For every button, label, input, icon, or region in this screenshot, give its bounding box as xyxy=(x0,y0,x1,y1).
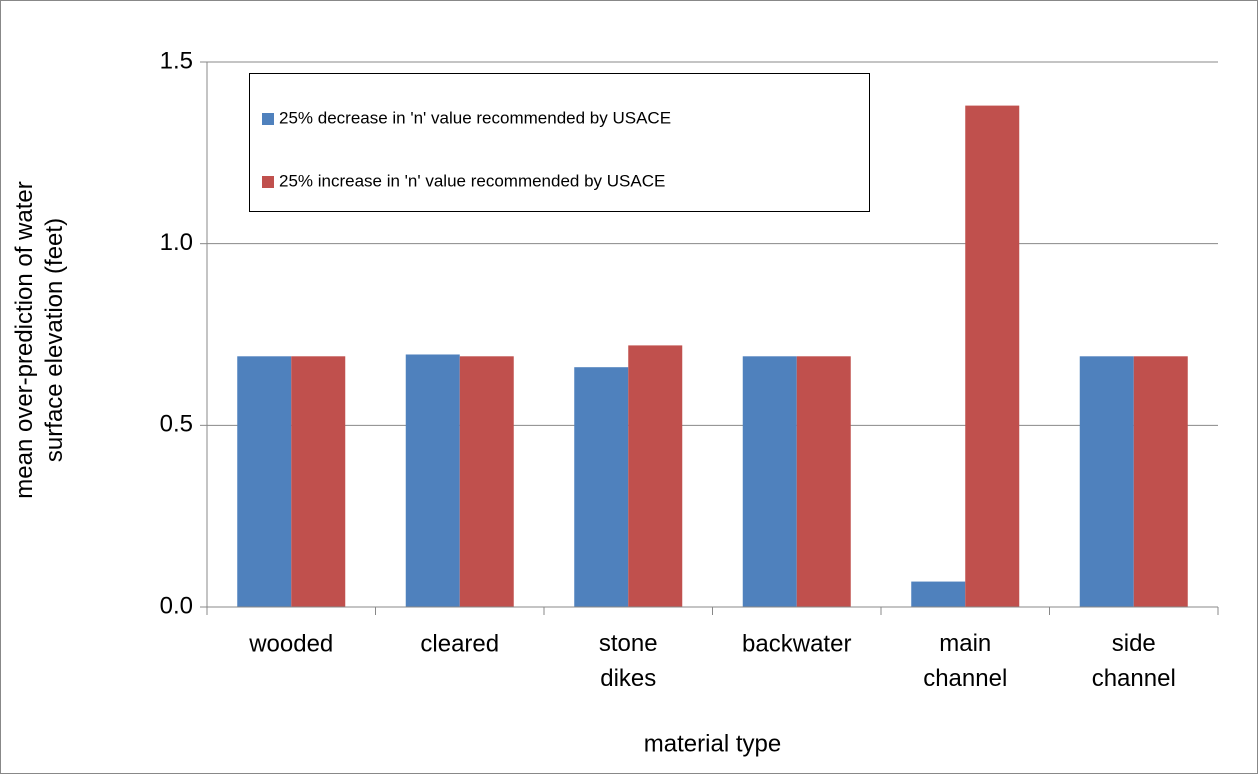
bar xyxy=(796,356,851,607)
bar xyxy=(291,356,346,607)
y-axis-label: mean over-prediction of water surface ele… xyxy=(11,181,68,498)
x-tick-label: wooded xyxy=(248,630,333,657)
x-axis-label: material type xyxy=(644,730,781,757)
legend-label: 25% decrease in 'n' value recommended by… xyxy=(279,108,671,127)
bar xyxy=(1133,356,1188,607)
y-tick-label: 0.0 xyxy=(160,592,193,619)
x-tick-label: main channel xyxy=(923,630,1007,692)
y-tick-label: 1.0 xyxy=(160,229,193,256)
legend-label: 25% increase in 'n' value recommended by… xyxy=(279,171,665,190)
x-tick-label: stone dikes xyxy=(599,630,658,692)
y-tick-label: 0.5 xyxy=(160,411,193,438)
legend-swatch xyxy=(262,176,274,188)
bar xyxy=(574,367,629,607)
x-tick-label: cleared xyxy=(420,630,499,657)
bar xyxy=(628,345,683,607)
legend-box xyxy=(249,73,870,212)
x-tick-label: backwater xyxy=(742,630,851,657)
bar xyxy=(1079,356,1134,607)
bar xyxy=(742,356,797,607)
x-tick-label: side channel xyxy=(1092,630,1176,692)
bar xyxy=(237,356,292,607)
bar xyxy=(911,581,966,607)
bar xyxy=(405,354,460,607)
y-axis-label-group: mean over-prediction of water surface ele… xyxy=(11,181,68,498)
legend-swatch xyxy=(262,113,274,125)
y-tick-label: 1.5 xyxy=(160,47,193,74)
bar xyxy=(965,105,1020,607)
bar xyxy=(459,356,514,607)
